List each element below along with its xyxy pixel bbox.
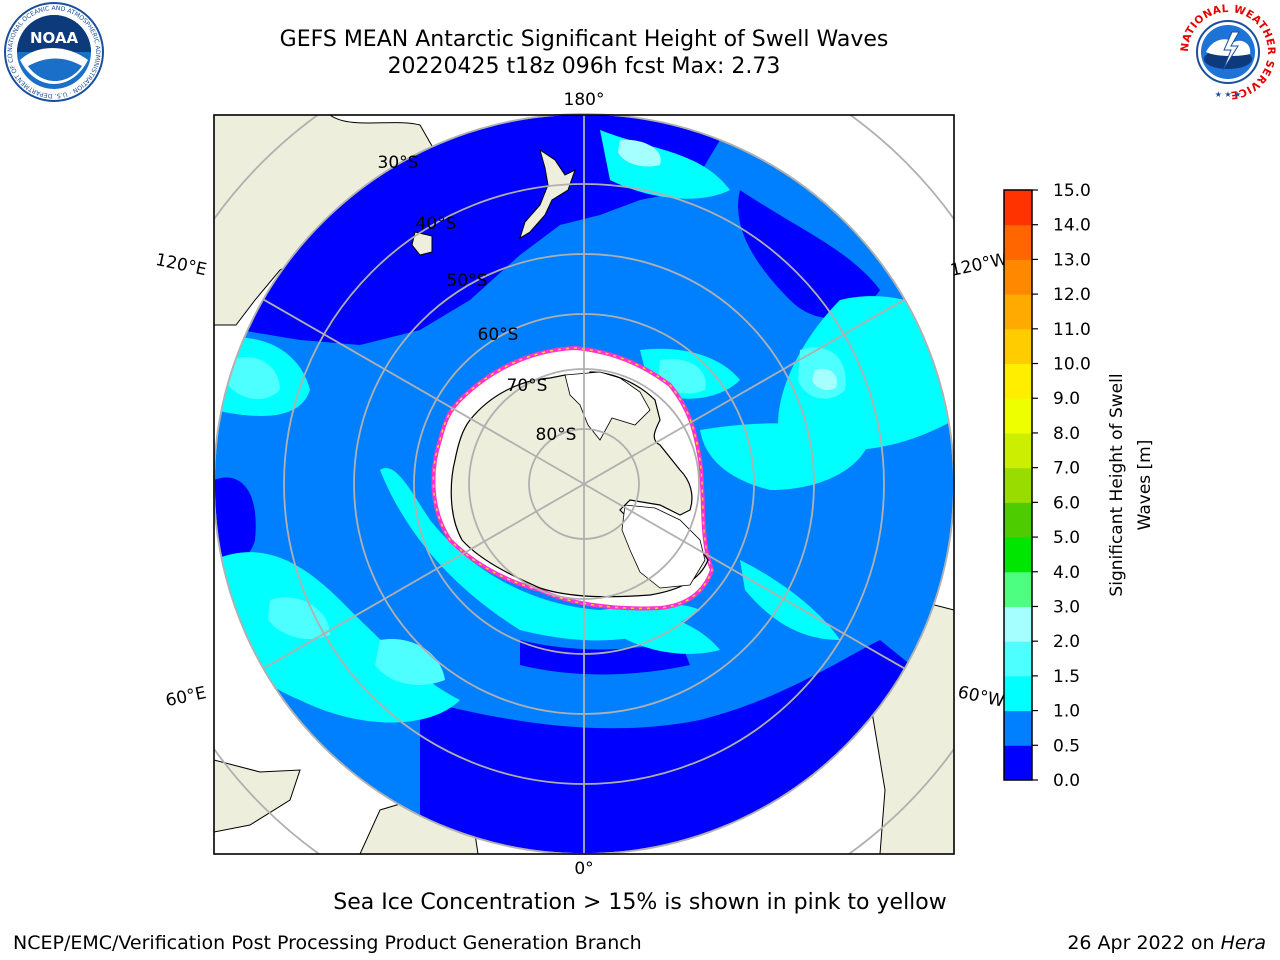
- map-frame: [213, 114, 955, 855]
- colorbar-tick-label: 13.0: [1053, 250, 1091, 270]
- colorbar-bin: [1004, 398, 1032, 434]
- colorbar-bin: [1004, 328, 1032, 365]
- footer-date: 26 Apr 2022 on: [1067, 932, 1221, 954]
- colorbar-bin: [1004, 745, 1032, 781]
- colorbar-tick-label: 7.0: [1053, 459, 1080, 479]
- noaa-logo: NOAA NATIONAL OCEANIC AND ATMOSPHERIC AD…: [2, 2, 104, 102]
- graticule: [214, 114, 954, 854]
- colorbar-bin: [1004, 224, 1032, 260]
- colorbar-tick-label: 3.0: [1053, 597, 1080, 617]
- caption: Sea Ice Concentration > 15% is shown in …: [333, 890, 947, 915]
- colorbar-tick-label: 14.0: [1053, 216, 1091, 236]
- colorbar-bin: [1004, 259, 1032, 295]
- svg-text:★ ★ ★: ★ ★ ★: [1215, 90, 1242, 99]
- colorbar-tick-label: 9.0: [1053, 389, 1080, 409]
- footer-right: 26 Apr 2022 on Hera: [1067, 932, 1266, 954]
- colorbar-bin: [1004, 641, 1032, 677]
- lon-label-60w: 60°W: [956, 682, 1006, 711]
- colorbar-tick-label: 10.0: [1053, 355, 1091, 375]
- colorbar-tick-label: 0.5: [1053, 736, 1080, 756]
- colorbar-bin: [1004, 363, 1032, 399]
- colorbar-frame: [1003, 189, 1033, 781]
- lon-label-180: 180°: [564, 90, 605, 110]
- colorbar-tick-label: 1.0: [1053, 702, 1080, 722]
- colorbar-bin: [1004, 606, 1032, 642]
- nws-logo: NATIONAL WEATHER SERVICE ★ ★ ★: [1179, 3, 1277, 101]
- footer-host: Hera: [1220, 932, 1266, 954]
- colorbar-bin: [1004, 675, 1032, 712]
- chart-subtitle: 20220425 t18z 096h fcst Max: 2.73: [387, 54, 781, 79]
- lon-label-0: 0°: [574, 859, 593, 879]
- colorbar-tick-label: 5.0: [1053, 528, 1080, 548]
- lon-label-60e: 60°E: [164, 683, 208, 711]
- lat-label-80s: 80°S: [536, 425, 577, 445]
- colorbar-bin: [1004, 467, 1032, 503]
- colorbar-tick-label: 8.0: [1053, 424, 1080, 444]
- colorbar: 0.0 0.5 1.0 1.5 2.0 3.0 4.0 5.0 6.0 7.0 8.0 9.0 10.0…: [1003, 181, 1091, 791]
- colorbar-bin: [1004, 190, 1032, 226]
- colorbar-bin: [1004, 571, 1032, 607]
- noaa-logo-text: NOAA: [30, 29, 79, 47]
- colorbar-bin: [1004, 294, 1032, 330]
- colorbar-bin: [1004, 432, 1032, 469]
- new-zealand: [519, 148, 576, 240]
- footer-left: NCEP/EMC/Verification Post Processing Pr…: [13, 932, 642, 954]
- lat-label-60s: 60°S: [478, 325, 519, 345]
- lon-label-120e: 120°E: [154, 250, 209, 280]
- colorbar-tick-label: 0.0: [1053, 771, 1080, 791]
- colorbar-label-line2: Waves [m]: [1135, 440, 1155, 531]
- chart-title: GEFS MEAN Antarctic Significant Height o…: [279, 27, 889, 52]
- lat-label-30s: 30°S: [378, 153, 419, 173]
- colorbar-tick-label: 11.0: [1053, 320, 1091, 340]
- colorbar-tick-label: 15.0: [1053, 181, 1091, 201]
- colorbar-bin: [1004, 502, 1032, 538]
- colorbar-tick-label: 2.0: [1053, 632, 1080, 652]
- lat-label-50s: 50°S: [447, 271, 488, 291]
- colorbar-tick-label: 6.0: [1053, 493, 1080, 513]
- colorbar-bin: [1004, 710, 1032, 746]
- lat-label-70s: 70°S: [507, 376, 548, 396]
- colorbar-label-line1: Significant Height of Swell: [1107, 373, 1127, 596]
- colorbar-tick-label: 1.5: [1053, 667, 1080, 687]
- lat-label-40s: 40°S: [416, 214, 457, 234]
- colorbar-bin: [1004, 537, 1032, 573]
- colorbar-tick-label: 12.0: [1053, 285, 1091, 305]
- lon-label-120w: 120°W: [949, 249, 1010, 281]
- colorbar-tick-label: 4.0: [1053, 563, 1080, 583]
